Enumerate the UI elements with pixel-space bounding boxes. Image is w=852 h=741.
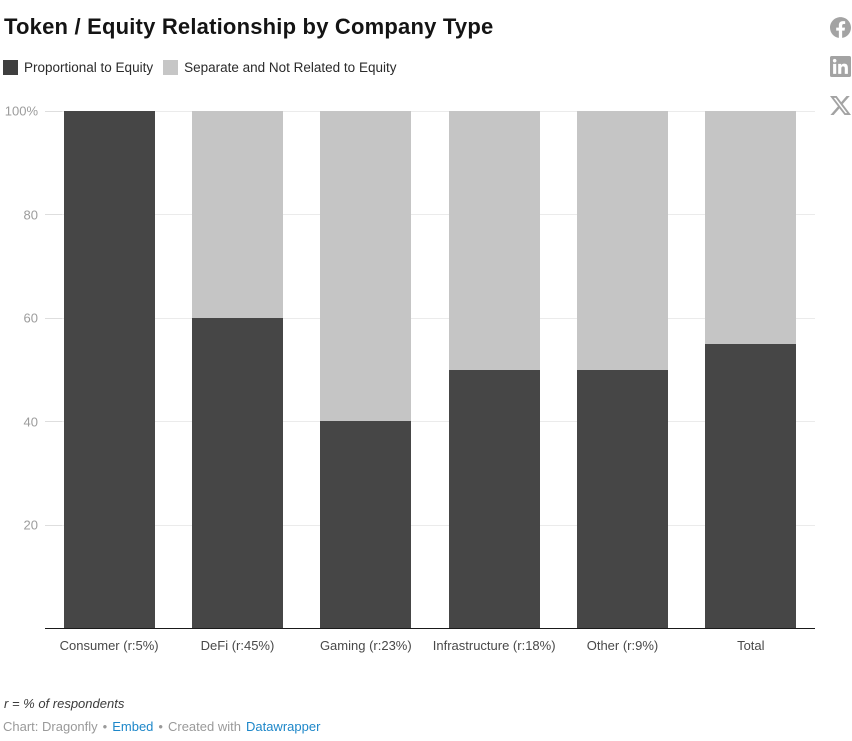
bar-slot [173,111,301,628]
y-tick-label: 100% [4,103,38,119]
byline-separator: • [102,719,108,734]
bar-slot [558,111,686,628]
datawrapper-link[interactable]: Datawrapper [245,719,321,734]
x-axis-label: DeFi (r:45%) [200,638,275,653]
legend-swatch-separate [163,60,179,75]
y-axis-tick [45,214,62,216]
y-axis-tick [45,524,62,526]
bar-infrastructure-r-18 [448,111,540,628]
gridline-80 [45,214,815,216]
bar-defi-r-45 [191,111,283,628]
bar-segment-proportional[interactable] [63,111,155,628]
share-buttons [830,17,851,116]
x-axis-labels: Consumer (r:5%) DeFi (r:45%) Gaming (r:23%… [45,637,815,655]
bar-segment-separate[interactable] [320,111,412,422]
legend-swatch-proportional [3,60,18,75]
byline: Chart: Dragonfly • Embed • Created with … [3,719,320,734]
bar-other-r-9 [576,111,668,628]
bar-slot [430,111,558,628]
gridline-100 [45,111,815,112]
bar-segment-separate[interactable] [191,111,283,318]
facebook-icon[interactable] [830,17,851,38]
legend-label: Proportional to Equity [24,60,154,75]
x-axis-label: Consumer (r:5%) [59,638,159,653]
bar-segment-proportional[interactable] [705,343,797,628]
y-axis-tick [45,111,62,112]
bar-segment-separate[interactable] [448,111,540,370]
y-tick-label: 80 [23,207,38,223]
bar-segment-proportional[interactable] [576,369,668,628]
plot-area [45,111,815,629]
bar-segment-proportional[interactable] [191,317,283,628]
legend-label: Separate and Not Related to Equity [184,60,397,75]
bar-slot [687,111,815,628]
bar-consumer-r-5 [63,111,155,628]
bar-segment-separate[interactable] [576,111,668,370]
x-axis-label: Other (r:9%) [586,638,659,653]
legend-item-separate: Separate and Not Related to Equity [163,60,396,75]
y-axis-tick [45,421,62,423]
bar-slot [45,111,173,628]
bar-segment-proportional[interactable] [320,421,412,628]
y-tick-label: 60 [23,310,38,326]
embed-link[interactable]: Embed [112,719,154,734]
y-tick-label: 40 [23,414,38,430]
legend: Proportional to Equity Separate and Not … [3,60,396,75]
byline-separator: • [158,719,163,734]
byline-created-with: Created with [167,719,241,734]
legend-item-proportional: Proportional to Equity [3,60,153,75]
x-axis-label: Total [737,638,765,653]
stacked-bar-chart: 100% 80 60 40 20 Consumer (r:5%) DeFi (r:45%)… [0,104,815,671]
x-icon[interactable] [830,95,851,116]
page-title: Token / Equity Relationship by Company T… [4,14,494,39]
linkedin-icon[interactable] [830,56,851,77]
y-axis-labels: 100% 80 60 40 20 [0,104,38,629]
bar-gaming-r-23 [320,111,412,628]
gridline-60 [45,317,815,319]
gridline-20 [45,524,815,526]
bar-total [705,111,797,628]
y-tick-label: 20 [23,517,38,533]
gridline-40 [45,421,815,423]
y-axis-tick [45,317,62,319]
bar-segment-proportional[interactable] [448,369,540,628]
byline-attribution: Chart: Dragonfly [3,719,98,734]
x-axis-label: Gaming (r:23%) [319,638,412,653]
bar-slot [302,111,430,628]
x-axis-label: Infrastructure (r:18%) [432,638,556,653]
bar-segment-separate[interactable] [705,111,797,344]
footnote: r = % of respondents [4,696,125,711]
bars-layer [45,111,815,628]
